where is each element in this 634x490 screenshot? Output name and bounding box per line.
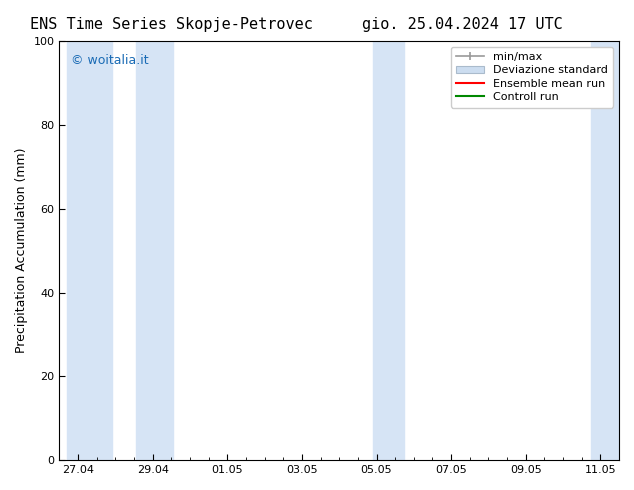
Text: gio. 25.04.2024 17 UTC: gio. 25.04.2024 17 UTC <box>363 17 563 32</box>
Bar <box>136 41 173 460</box>
Y-axis label: Precipitation Accumulation (mm): Precipitation Accumulation (mm) <box>15 148 28 353</box>
Bar <box>67 41 112 460</box>
Text: © woitalia.it: © woitalia.it <box>70 53 148 67</box>
Legend: min/max, Deviazione standard, Ensemble mean run, Controll run: min/max, Deviazione standard, Ensemble m… <box>451 47 614 108</box>
Bar <box>591 41 621 460</box>
Bar <box>373 41 404 460</box>
Text: ENS Time Series Skopje-Petrovec: ENS Time Series Skopje-Petrovec <box>30 17 313 32</box>
